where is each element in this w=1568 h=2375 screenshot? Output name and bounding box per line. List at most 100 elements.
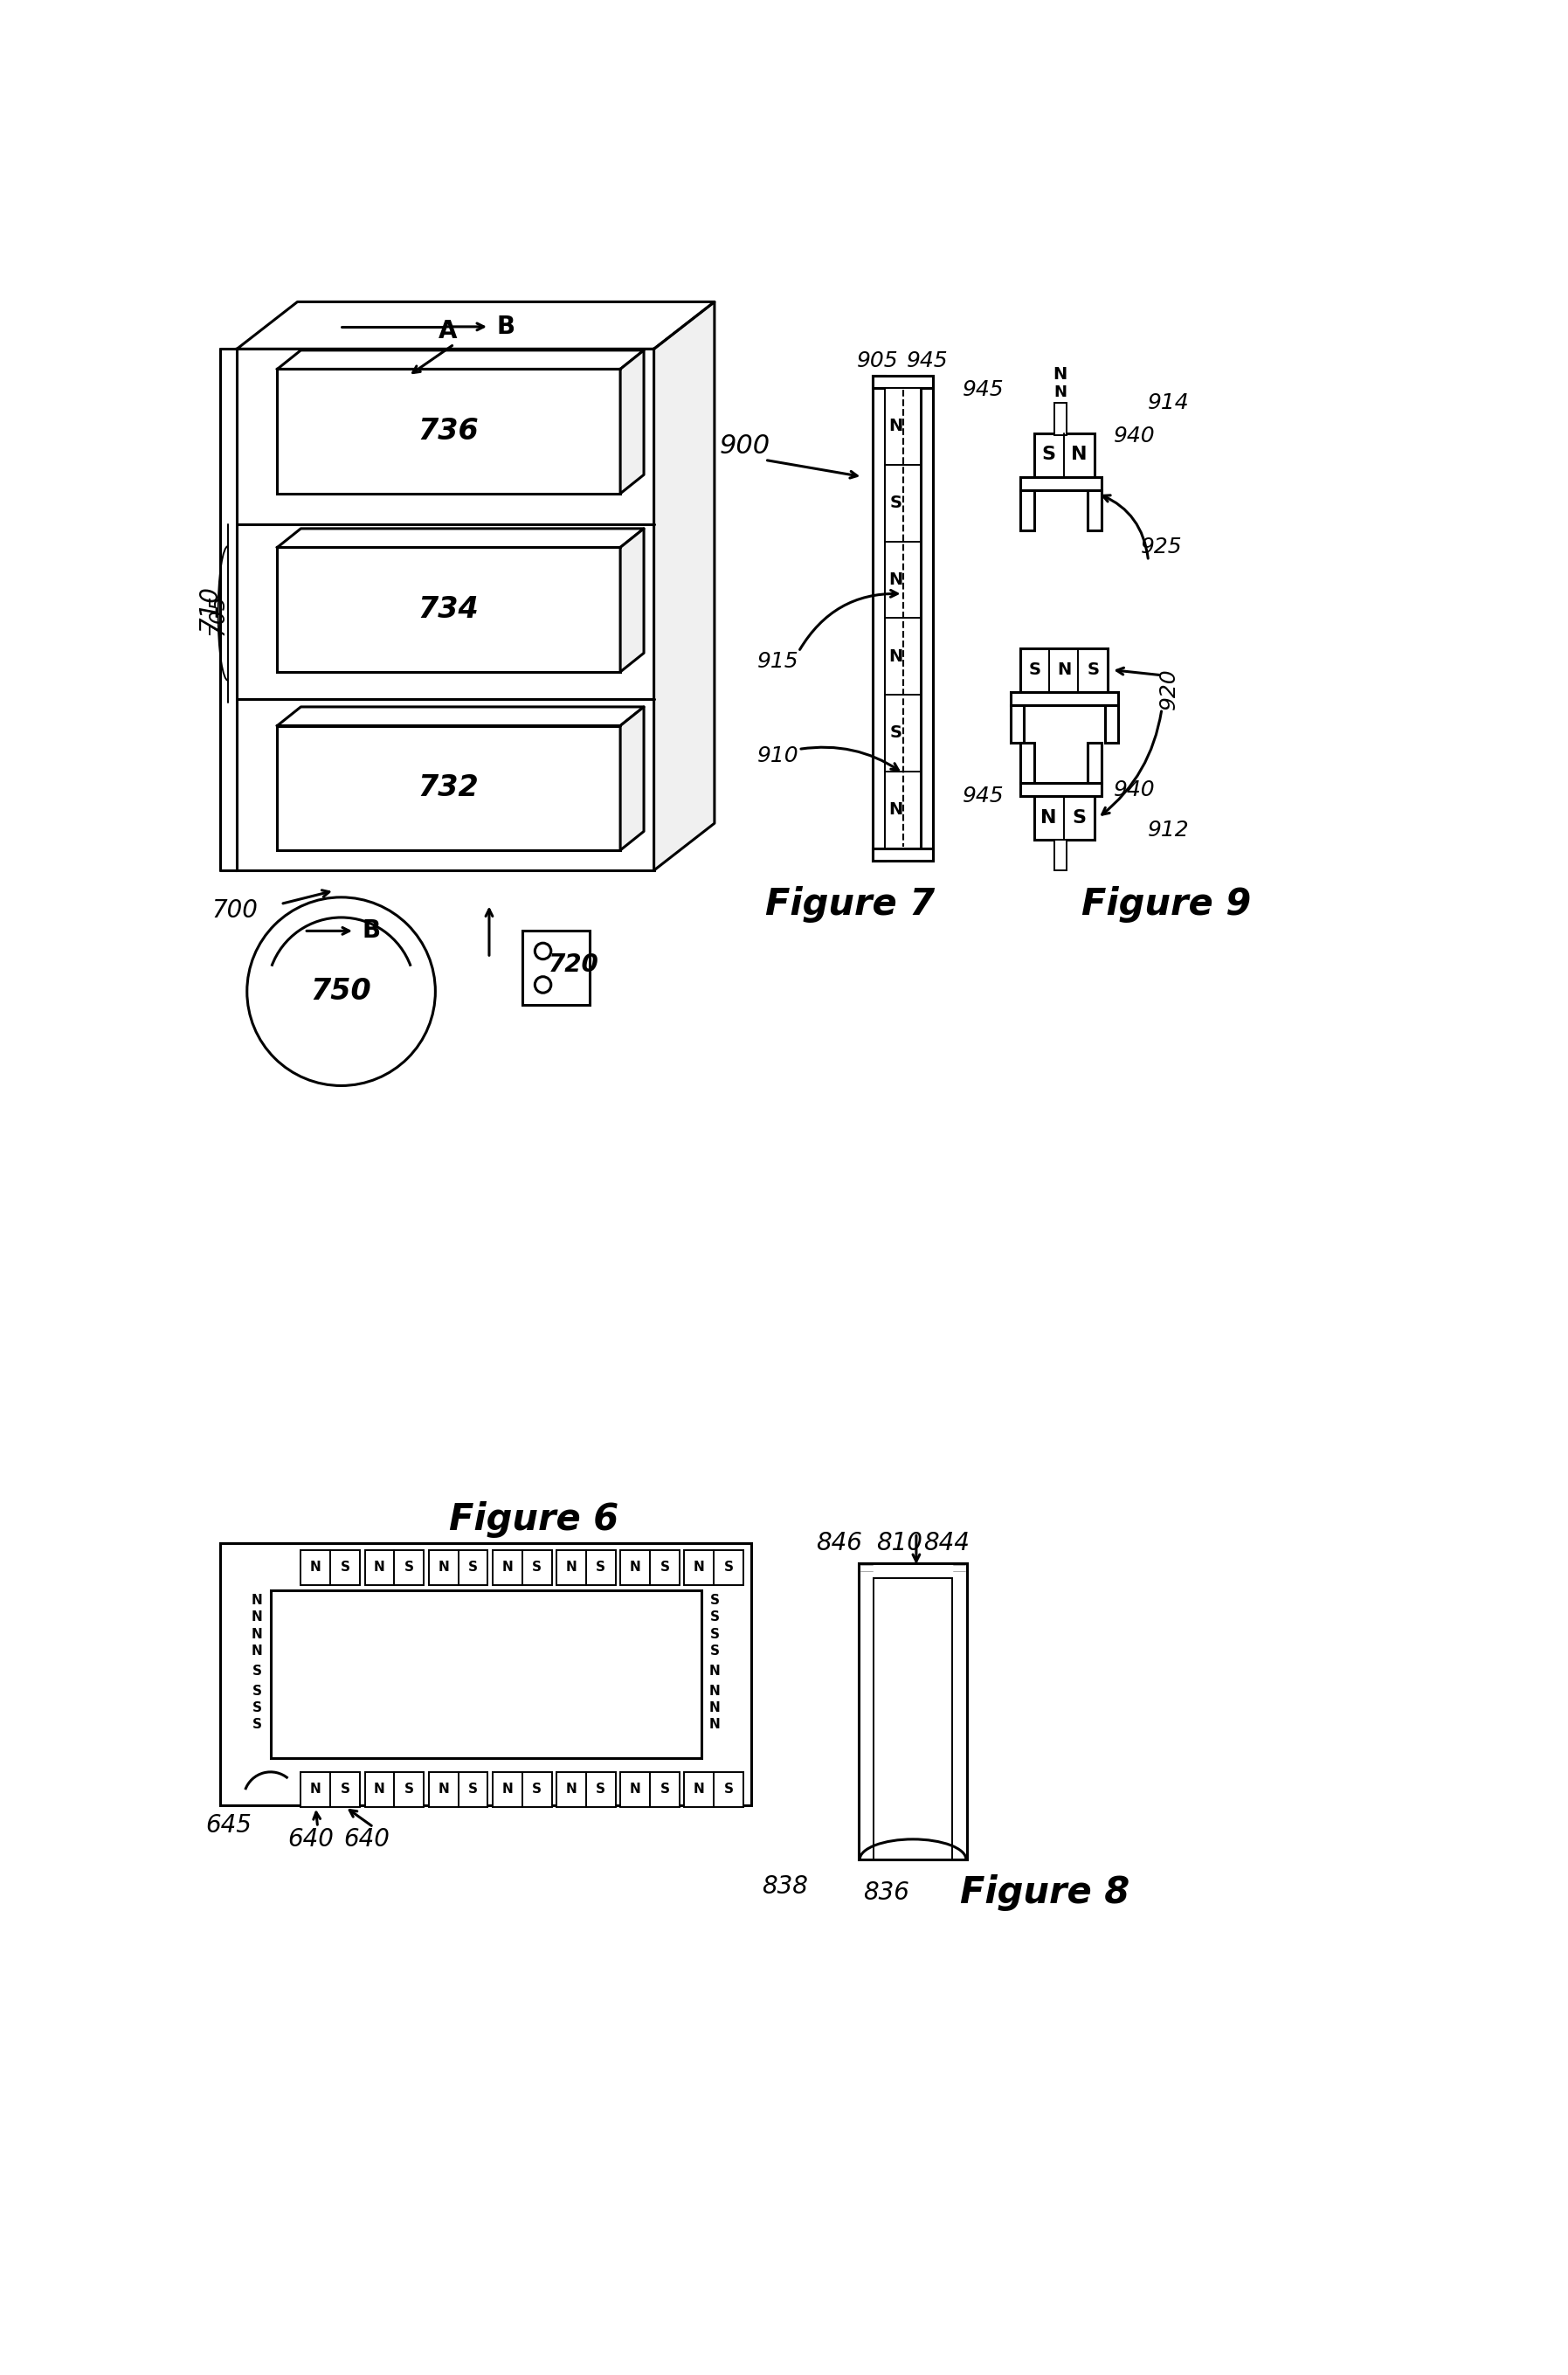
Text: 705: 705 — [207, 594, 227, 636]
Text: N: N — [629, 1560, 641, 1575]
Bar — [278, 727, 621, 850]
Text: 925: 925 — [1142, 537, 1182, 558]
Text: N: N — [1071, 446, 1087, 463]
Text: N: N — [502, 1560, 513, 1575]
Text: N: N — [709, 1684, 720, 1698]
Text: 750: 750 — [310, 976, 372, 1007]
Text: 914: 914 — [1148, 392, 1189, 413]
Text: S: S — [405, 1560, 414, 1575]
Text: 915: 915 — [757, 651, 800, 672]
Bar — [557, 1551, 616, 1584]
Text: S: S — [532, 1784, 541, 1795]
Bar — [884, 618, 920, 696]
Text: 940: 940 — [1115, 425, 1156, 446]
Polygon shape — [621, 530, 644, 672]
Text: S: S — [1073, 810, 1087, 826]
Text: 900: 900 — [720, 435, 770, 458]
Bar — [301, 1551, 361, 1584]
Text: N: N — [502, 1784, 513, 1795]
Text: 645: 645 — [205, 1814, 252, 1838]
Text: Figure 9: Figure 9 — [1080, 886, 1251, 922]
Bar — [365, 1551, 423, 1584]
Text: N: N — [310, 1560, 321, 1575]
Text: S: S — [724, 1560, 734, 1575]
Text: 700: 700 — [212, 898, 259, 924]
Text: 920: 920 — [1159, 667, 1179, 710]
Text: N: N — [693, 1560, 704, 1575]
Text: S: S — [252, 1717, 262, 1731]
Text: S: S — [596, 1560, 605, 1575]
Bar — [1021, 648, 1109, 691]
Bar — [1088, 489, 1101, 530]
Text: S: S — [532, 1560, 541, 1575]
Bar — [1010, 691, 1118, 705]
Text: N: N — [889, 572, 903, 589]
Bar — [557, 1772, 616, 1807]
Polygon shape — [621, 349, 644, 494]
Text: N: N — [889, 648, 903, 665]
Text: 912: 912 — [1148, 819, 1189, 841]
Bar — [522, 931, 590, 1005]
Text: N: N — [709, 1717, 720, 1731]
Bar — [1021, 489, 1033, 530]
Bar — [1021, 743, 1033, 784]
Text: N: N — [437, 1784, 448, 1795]
Text: 945: 945 — [906, 351, 949, 370]
Text: S: S — [340, 1784, 350, 1795]
Text: 640: 640 — [289, 1826, 334, 1852]
Text: N: N — [566, 1784, 577, 1795]
Text: S: S — [710, 1627, 720, 1641]
Bar — [873, 1577, 952, 1860]
Text: S: S — [891, 494, 902, 511]
Bar — [920, 375, 933, 860]
Text: Figure 8: Figure 8 — [960, 1874, 1129, 1912]
Bar — [1054, 841, 1066, 869]
Text: 945: 945 — [963, 786, 1005, 808]
Polygon shape — [278, 349, 644, 368]
Text: S: S — [724, 1784, 734, 1795]
Text: N: N — [709, 1700, 720, 1715]
Bar — [884, 772, 920, 848]
Text: 640: 640 — [343, 1826, 390, 1852]
Bar — [872, 375, 884, 860]
Text: Figure 6: Figure 6 — [448, 1501, 618, 1539]
Text: S: S — [710, 1594, 720, 1608]
Bar — [271, 1591, 701, 1758]
Text: 732: 732 — [419, 774, 480, 803]
Polygon shape — [621, 708, 644, 850]
Text: 844: 844 — [924, 1532, 969, 1556]
Bar — [301, 1772, 361, 1807]
Text: 736: 736 — [419, 416, 480, 446]
Text: S: S — [252, 1665, 262, 1677]
Bar — [872, 375, 933, 387]
Text: S: S — [252, 1684, 262, 1698]
Bar — [278, 546, 621, 672]
Bar — [684, 1551, 743, 1584]
Bar — [492, 1772, 552, 1807]
Bar — [621, 1772, 679, 1807]
Text: N: N — [889, 418, 903, 435]
Text: B: B — [362, 919, 381, 943]
Polygon shape — [278, 530, 644, 546]
Text: 734: 734 — [419, 594, 480, 625]
Text: N: N — [437, 1560, 448, 1575]
Text: Figure 7: Figure 7 — [765, 886, 935, 922]
Text: 940: 940 — [1115, 779, 1156, 800]
Text: N: N — [1057, 663, 1071, 679]
Text: S: S — [1041, 446, 1055, 463]
Bar — [428, 1772, 488, 1807]
Bar — [872, 848, 933, 860]
Bar — [684, 1772, 743, 1807]
Text: 710: 710 — [198, 584, 221, 632]
Text: S: S — [1087, 663, 1099, 679]
Bar — [1054, 404, 1066, 435]
Bar — [492, 1551, 552, 1584]
Text: B: B — [497, 314, 516, 340]
Bar — [884, 466, 920, 542]
Text: N: N — [1054, 366, 1068, 382]
Text: N: N — [310, 1784, 321, 1795]
Polygon shape — [237, 302, 715, 349]
Text: N: N — [709, 1665, 720, 1677]
Text: N: N — [251, 1610, 263, 1624]
Text: 810: 810 — [877, 1532, 922, 1556]
